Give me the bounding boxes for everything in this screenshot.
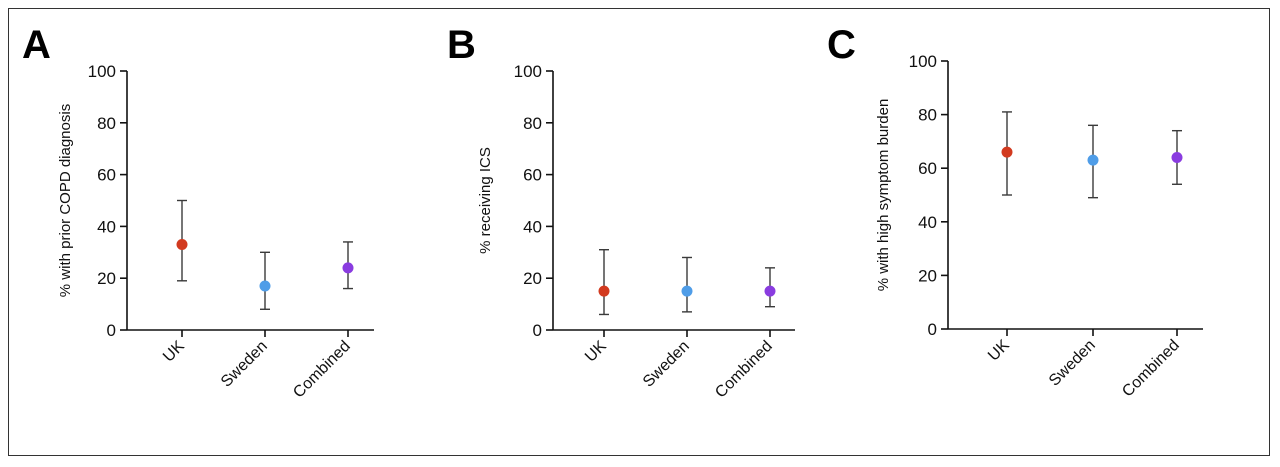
y-tick-label: 40 [97, 217, 116, 236]
y-tick-label: 20 [918, 266, 937, 285]
x-tick-label: Sweden [218, 338, 271, 391]
y-tick-label: 0 [928, 320, 937, 339]
chart-panel-a: A 0 20 40 60 80 100 % with prior COPD diagnosis… [22, 23, 374, 401]
y-tick-label: 80 [97, 114, 116, 133]
x-tick-label: Combined [290, 338, 354, 402]
x-tick-label: UK [985, 337, 1013, 365]
y-tick-label: 80 [918, 106, 937, 125]
y-tick-label: 100 [909, 52, 937, 71]
x-tick-label: Sweden [1046, 337, 1099, 390]
data-point [1001, 146, 1013, 158]
data-point [681, 285, 693, 297]
y-tick-label: 20 [97, 269, 116, 288]
panel-letter: C [827, 23, 856, 67]
figure-frame [8, 8, 1270, 456]
data-point [1171, 151, 1183, 163]
y-tick-label: 40 [918, 213, 937, 232]
x-tick-label: Combined [712, 338, 776, 402]
chart-panel-c: C 0 20 40 60 80 100 % with high symptom burden U… [827, 23, 1203, 400]
y-tick-label: 40 [523, 217, 542, 236]
y-tick-label: 100 [88, 62, 116, 81]
x-tick-label: UK [160, 338, 188, 366]
y-axis-title: % with prior COPD diagnosis [57, 104, 74, 297]
y-tick-label: 60 [97, 166, 116, 185]
data-point [1087, 154, 1099, 166]
x-tick-label: Sweden [640, 338, 693, 391]
y-axis-title: % receiving ICS [477, 147, 494, 254]
y-tick-label: 0 [107, 321, 116, 340]
data-point [259, 280, 271, 292]
panel-letter: B [447, 23, 476, 67]
y-tick-label: 80 [523, 114, 542, 133]
x-tick-label: Combined [1119, 337, 1183, 401]
y-tick-label: 60 [918, 159, 937, 178]
y-tick-label: 100 [514, 62, 542, 81]
panel-letter: A [22, 23, 51, 67]
data-point [598, 285, 610, 297]
x-tick-label: UK [582, 338, 610, 366]
y-tick-label: 20 [523, 269, 542, 288]
y-tick-label: 60 [523, 166, 542, 185]
data-point [342, 262, 354, 274]
chart-panel-b: B 0 20 40 60 80 100 % receiving ICS UK Sweden Comb… [447, 23, 795, 401]
y-tick-label: 0 [533, 321, 542, 340]
y-axis-title: % with high symptom burden [875, 99, 892, 292]
data-point [176, 239, 188, 251]
data-point [764, 285, 776, 297]
